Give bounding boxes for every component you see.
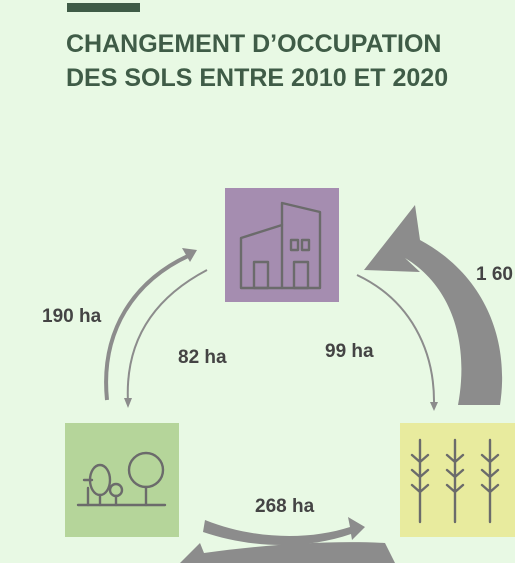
agri-box bbox=[400, 423, 515, 537]
flow-label: 268 ha bbox=[255, 496, 315, 517]
title-line: DES SOLS ENTRE 2010 ET 2020 bbox=[66, 64, 448, 92]
forest-icon bbox=[76, 451, 167, 507]
arrow-268 bbox=[203, 517, 365, 546]
title-line: CHANGEMENT D’OCCUPATION bbox=[66, 30, 441, 58]
arrow-head bbox=[124, 398, 132, 408]
arrow-99 bbox=[356, 274, 436, 406]
flow-label: 190 ha bbox=[42, 306, 102, 327]
arrow-head bbox=[430, 402, 438, 411]
wheat-icon bbox=[410, 438, 500, 524]
arrow-82 bbox=[126, 269, 208, 403]
arrow-190 bbox=[104, 253, 191, 401]
flow-label: 99 ha bbox=[325, 341, 374, 362]
building-icon bbox=[239, 201, 322, 290]
big-arrow bbox=[364, 205, 503, 405]
arrow-head bbox=[182, 248, 197, 262]
forest-box bbox=[65, 423, 179, 537]
big-arrow-bottom bbox=[180, 542, 395, 563]
flow-label: 82 ha bbox=[178, 347, 227, 368]
title-bar bbox=[67, 3, 140, 12]
flow-label: 1 60 bbox=[476, 264, 513, 285]
